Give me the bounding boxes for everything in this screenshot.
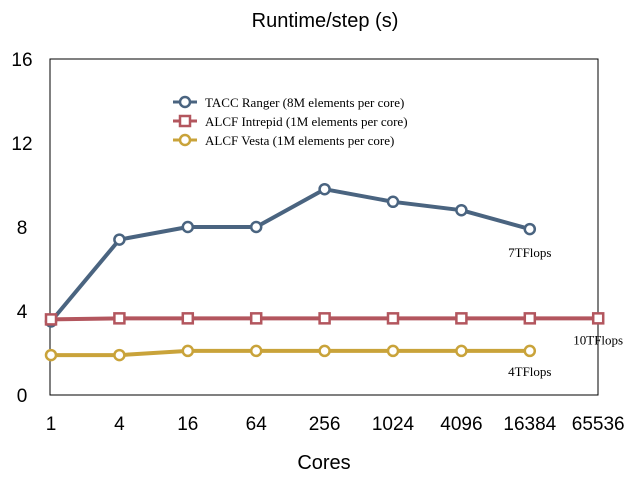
series-group [44,312,605,326]
x-tick-label: 16384 [503,414,556,435]
legend-label: TACC Ranger (8M elements per core) [205,95,404,110]
x-tick-label: 16 [177,414,198,435]
data-point [386,195,400,209]
legend-label: ALCF Intrepid (1M elements per core) [205,114,408,129]
series-layer [44,182,605,362]
data-point [318,182,331,196]
data-point [113,233,126,246]
data-point [318,344,331,358]
data-point [455,312,468,325]
data-point [386,312,400,325]
x-tick-label: 1024 [372,414,415,435]
data-point [591,312,605,325]
data-point [44,348,58,362]
x-tick-label: 4 [114,414,125,435]
x-tick-label: 65536 [572,414,625,435]
data-point [523,312,537,325]
annotation-label: 7TFlops [508,245,551,260]
chart-title: Runtime/step (s) [252,10,399,32]
data-point [181,312,195,325]
data-point [455,203,468,217]
data-point [455,344,468,358]
series-group [44,344,537,362]
x-tick-label: 4096 [440,414,482,435]
y-tick-label: 16 [11,50,32,71]
annotation-label: 4TFlops [508,364,551,379]
y-tick-label: 12 [11,134,32,155]
y-tick-label: 4 [17,302,28,323]
series-line [51,348,530,358]
data-point [249,312,263,325]
series-group [44,182,537,328]
data-point [523,222,537,236]
x-tick-label: 1 [46,414,57,435]
data-point [113,312,126,325]
y-tick-label: 8 [17,218,28,239]
data-point [44,313,58,326]
x-axis-label: Cores [297,452,350,474]
series-line [49,187,531,323]
x-axis: 1 4 16 64 256 1024 4096 16384 65536 [46,414,625,435]
data-point [523,344,537,358]
x-tick-label: 64 [246,414,268,435]
data-point [318,312,331,325]
data-point [386,344,400,358]
y-tick-label: 0 [17,386,28,407]
y-axis: 0 4 8 12 16 [11,50,32,407]
legend-label: ALCF Vesta (1M elements per core) [205,133,394,148]
plot-frame [49,58,599,396]
legend: TACC Ranger (8M elements per core) ALCF I… [173,95,408,148]
data-point [249,344,263,358]
data-point [113,348,126,362]
legend-marker [178,133,192,147]
legend-marker [178,114,192,128]
x-tick-label: 256 [309,414,341,435]
annotation-label: 10TFlops [573,332,623,347]
data-point [181,344,195,358]
legend-marker [178,95,192,109]
data-point [249,220,263,234]
annotations: 7TFlops 10TFlops 4TFlops [508,245,623,379]
data-point [181,220,195,234]
